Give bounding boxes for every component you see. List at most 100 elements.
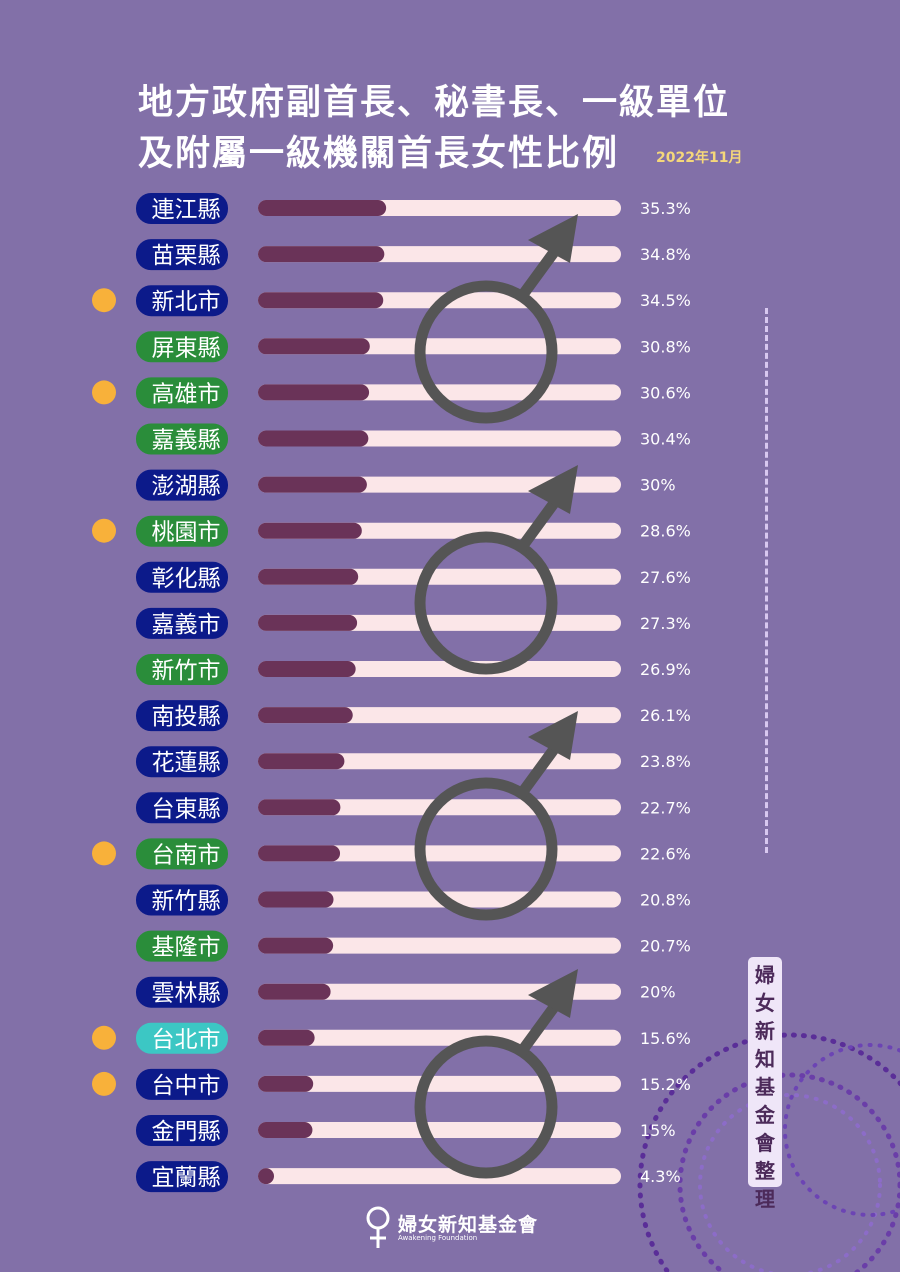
category-label: 南投縣	[152, 704, 221, 730]
chart-title-line2: 及附屬一級機關首長女性比例	[138, 134, 620, 174]
category-label: 嘉義市	[152, 612, 221, 638]
bar	[258, 384, 370, 401]
bar	[258, 476, 367, 493]
decorative-dot-arc-2	[637, 1032, 900, 1272]
logo-subtitle: Awakening Foundation	[398, 1234, 478, 1242]
value-label: 15.2%	[640, 1075, 691, 1094]
region-badge	[136, 792, 228, 824]
region-badge	[136, 746, 228, 778]
category-label: 新北市	[152, 289, 221, 315]
bar	[258, 430, 369, 447]
value-label: 20.7%	[640, 937, 691, 956]
bar-track	[258, 1168, 621, 1185]
value-label: 27.3%	[640, 614, 691, 633]
logo-name: 婦女新知基金會	[398, 1214, 539, 1236]
region-badge	[136, 607, 228, 639]
category-label: 金門縣	[152, 1119, 221, 1145]
bar	[258, 200, 387, 216]
bar	[258, 799, 341, 816]
bar	[258, 338, 370, 355]
value-label: 22.7%	[640, 798, 691, 817]
region-badge	[136, 1068, 228, 1100]
category-label: 雲林縣	[152, 981, 221, 1007]
value-label: 15%	[640, 1121, 676, 1140]
marker-dot	[92, 518, 116, 543]
bar-track	[258, 1122, 621, 1138]
category-label: 彰化縣	[152, 566, 221, 592]
bar	[258, 753, 345, 770]
dashed-divider	[765, 308, 768, 853]
value-label: 20%	[640, 983, 676, 1002]
value-label: 34.5%	[640, 291, 691, 310]
category-label: 屏東縣	[152, 335, 221, 361]
category-label: 花蓮縣	[152, 750, 221, 776]
value-label: 23.8%	[640, 752, 691, 771]
bar	[258, 568, 359, 585]
category-label: 宜蘭縣	[152, 1165, 221, 1191]
region-badge	[136, 193, 228, 224]
marker-dot	[92, 841, 116, 866]
marker-dot	[92, 1025, 116, 1050]
region-badge	[136, 377, 228, 409]
category-label: 高雄市	[152, 381, 221, 407]
value-label: 15.6%	[640, 1029, 691, 1048]
category-label: 台南市	[152, 842, 221, 868]
category-label: 台北市	[152, 1027, 221, 1053]
logo-icon	[366, 1206, 390, 1248]
category-label: 嘉義縣	[152, 428, 221, 454]
bar-track	[258, 845, 621, 862]
decorative-dot-arc-3	[783, 1043, 900, 1217]
value-label: 26.1%	[640, 706, 691, 725]
category-label: 新竹縣	[152, 889, 221, 915]
bar-track	[258, 1075, 621, 1092]
value-label: 20.8%	[640, 891, 691, 910]
bar	[258, 614, 358, 631]
region-badge	[136, 1115, 228, 1146]
value-label: 35.3%	[640, 199, 691, 218]
marker-dot	[92, 380, 116, 405]
value-label: 30.4%	[640, 430, 691, 449]
decorative-dot-arc-0	[677, 1072, 900, 1272]
category-label: 桃園市	[152, 520, 221, 546]
value-label: 27.6%	[640, 568, 691, 587]
region-badge	[136, 654, 228, 685]
bar	[258, 707, 353, 724]
value-label: 34.8%	[640, 245, 691, 264]
category-label: 基隆市	[152, 935, 221, 961]
category-label: 新竹市	[152, 658, 221, 684]
value-label: 28.6%	[640, 522, 691, 541]
region-badge	[136, 976, 228, 1008]
bar	[258, 983, 331, 1000]
male-symbol-icon	[414, 214, 578, 424]
bar-track	[258, 937, 621, 954]
bar	[258, 1168, 274, 1185]
male-symbol-icon	[414, 711, 578, 921]
bar	[258, 891, 334, 908]
bar	[258, 1029, 315, 1046]
marker-dot	[92, 1071, 116, 1096]
date-label: 2022年11月	[656, 150, 743, 166]
bar	[258, 246, 385, 263]
region-badge	[136, 884, 228, 916]
bar	[258, 845, 341, 862]
value-label: 30%	[640, 476, 676, 495]
bar	[258, 522, 362, 539]
bar	[258, 1122, 313, 1138]
category-label: 連江縣	[152, 197, 221, 223]
value-label: 30.8%	[640, 337, 691, 356]
category-label: 台中市	[152, 1073, 221, 1099]
value-label: 4.3%	[640, 1167, 681, 1186]
region-badge	[136, 331, 228, 363]
bar-track	[258, 753, 621, 770]
category-label: 台東縣	[152, 796, 221, 822]
credit-label: 婦女新知基金會整理	[748, 957, 782, 1211]
value-label: 26.9%	[640, 660, 691, 679]
region-badge	[136, 700, 228, 732]
category-label: 澎湖縣	[152, 474, 221, 500]
bar	[258, 661, 356, 677]
bar	[258, 1075, 314, 1092]
bar	[258, 937, 334, 954]
marker-dot	[92, 288, 116, 313]
